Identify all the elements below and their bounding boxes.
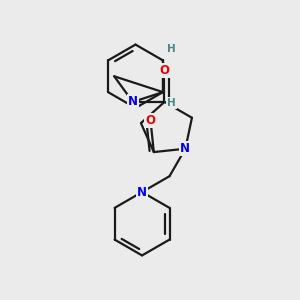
Text: N: N [180, 142, 190, 155]
Text: H: H [167, 44, 176, 54]
Text: N: N [128, 95, 138, 108]
Text: O: O [146, 114, 155, 127]
Text: H: H [167, 98, 176, 108]
Text: N: N [137, 185, 147, 199]
Text: O: O [160, 64, 170, 77]
